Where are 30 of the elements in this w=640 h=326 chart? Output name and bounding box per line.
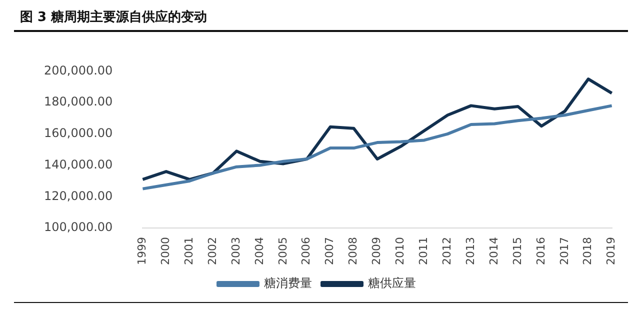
legend-label: 糖供应量: [368, 276, 416, 290]
x-tick-label: 2004: [252, 237, 266, 266]
y-tick-label: 120,000.00: [44, 188, 113, 203]
x-tick-label: 2018: [581, 237, 594, 266]
legend-label: 糖消费量: [264, 276, 312, 290]
x-tick-label: 2019: [604, 237, 618, 266]
chart-title: 图 3 糖周期主要源自供应的变动: [20, 8, 208, 26]
x-tick-label: 2001: [182, 237, 196, 266]
y-tick-label: 160,000.00: [44, 126, 113, 140]
x-tick-label: 2016: [534, 237, 548, 266]
x-tick-label: 2006: [300, 237, 313, 266]
y-tick-label: 200,000.00: [44, 63, 113, 78]
x-tick-label: 1999: [136, 237, 149, 266]
x-tick-label: 2002: [206, 237, 219, 266]
x-tick-label: 2008: [346, 237, 360, 266]
x-tick-label: 2007: [323, 237, 336, 266]
x-tick-label: 2015: [510, 237, 524, 266]
x-tick-label: 2005: [276, 237, 290, 266]
x-tick-label: 2003: [229, 237, 242, 266]
x-tick-label: 2013: [464, 237, 477, 266]
x-tick-label: 2012: [440, 237, 454, 266]
x-tick-label: 2000: [159, 237, 172, 266]
y-tick-label: 100,000.00: [44, 220, 113, 234]
x-tick-label: 2017: [558, 237, 571, 266]
x-tick-label: 2010: [394, 237, 407, 266]
x-tick-label: 2011: [417, 237, 430, 266]
y-tick-label: 180,000.00: [44, 94, 113, 109]
x-tick-label: 2014: [487, 237, 500, 266]
y-tick-label: 140,000.00: [44, 157, 113, 172]
x-tick-label: 2009: [370, 237, 384, 266]
